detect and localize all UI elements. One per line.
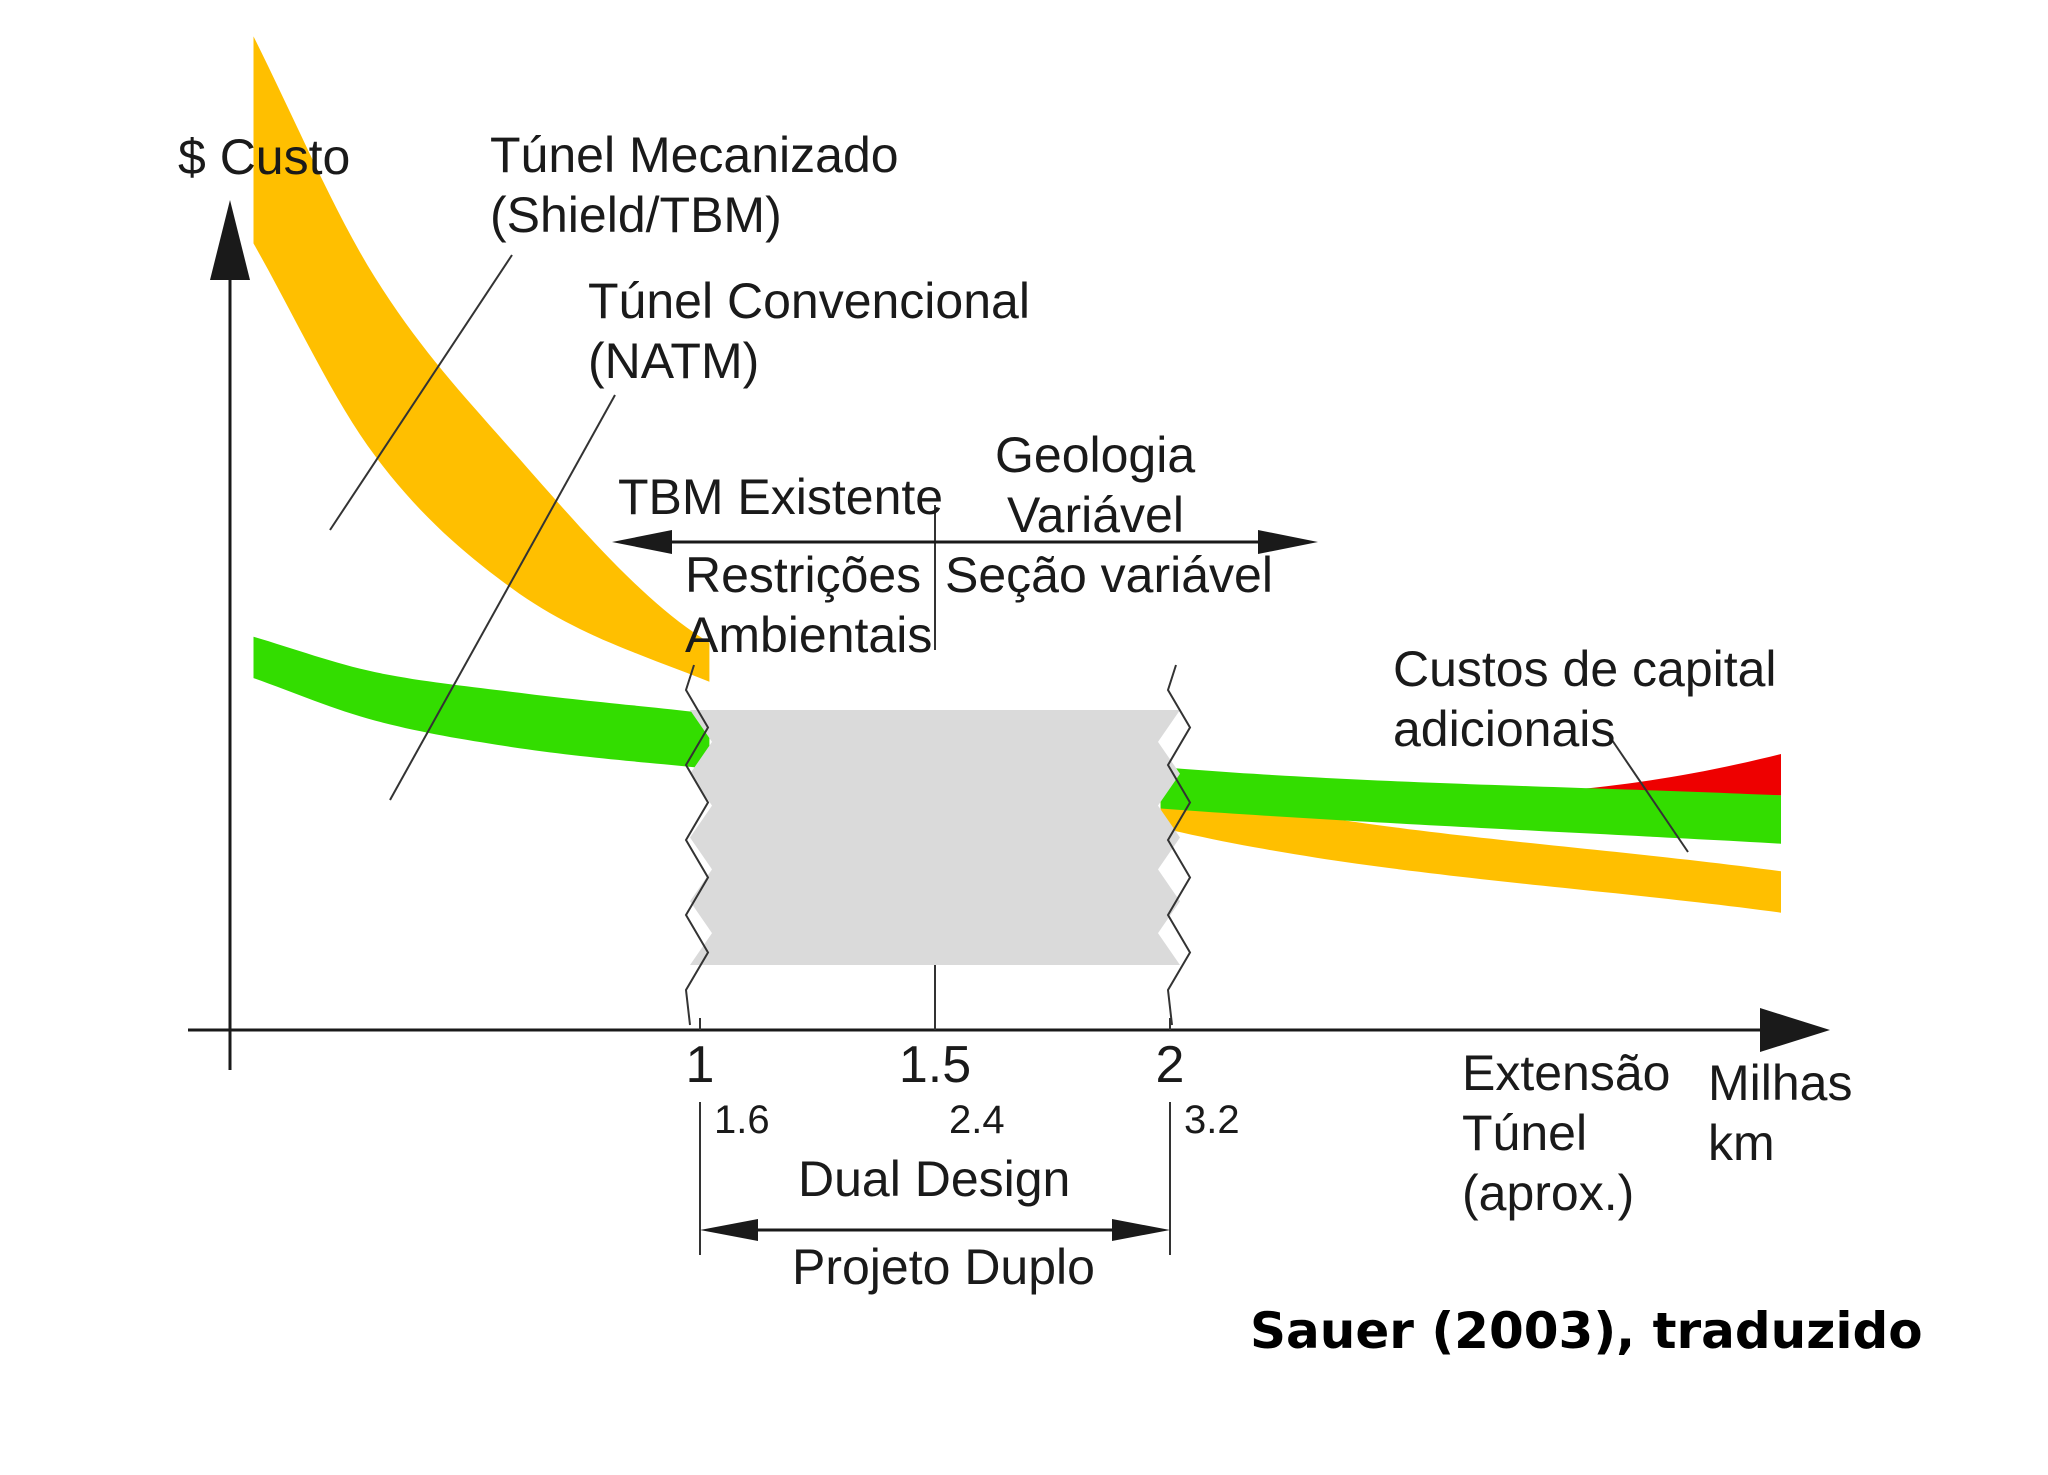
- break-line-left: [684, 664, 710, 1026]
- extra-capital-label-2: adicionais: [1393, 701, 1615, 757]
- zone-left-label-1: TBM Existente: [618, 469, 943, 525]
- x-tick-label-miles: 1: [686, 1036, 715, 1094]
- series-tbm-label-1: Túnel Mecanizado: [490, 127, 899, 183]
- band-natm-left: [253, 636, 710, 769]
- zone-right-label-3: Seção variável: [945, 547, 1273, 603]
- y-axis-arrow: [210, 200, 250, 280]
- band-tbm-left: [253, 36, 710, 682]
- zone-arrow-left-head: [612, 530, 672, 554]
- cost-bands: [253, 36, 1781, 913]
- series-natm-label-2: (NATM): [588, 333, 759, 389]
- x-axis-arrow: [1760, 1008, 1830, 1052]
- extra-capital-label-1: Custos de capital: [1393, 641, 1777, 697]
- zone-arrow-right-head: [1258, 530, 1318, 554]
- x-unit-miles: Milhas: [1708, 1055, 1852, 1111]
- dual-design-zone-layer: [612, 505, 1318, 1030]
- x-axis-label-2: Túnel: [1462, 1105, 1587, 1161]
- x-ticks: 1 1.5 2 1.6 2.4 3.2: [686, 1018, 1240, 1255]
- labels: $ Custo Túnel Mecanizado (Shield/TBM) Tú…: [178, 127, 1923, 1360]
- dual-design-arrow-right-head: [1112, 1219, 1170, 1241]
- dual-design-label: Dual Design: [798, 1151, 1070, 1207]
- band-extra-capital: [1452, 754, 1781, 796]
- axes: [188, 200, 1830, 1070]
- x-tick-label-km: 2.4: [949, 1098, 1005, 1142]
- y-axis-label: $ Custo: [178, 129, 350, 185]
- x-tick-label-km: 3.2: [1184, 1098, 1240, 1142]
- leader-lines: [329, 254, 1689, 853]
- dual-design-arrow-left-head: [700, 1219, 758, 1241]
- source-credit: Sauer (2003), traduzido: [1250, 1302, 1923, 1360]
- zone-left-label-2: Restrições: [685, 547, 921, 603]
- leader-extra-capital: [1611, 739, 1689, 853]
- series-tbm-label-2: (Shield/TBM): [490, 187, 782, 243]
- zone-right-label-2: Variável: [1007, 487, 1184, 543]
- x-tick-label-miles: 1.5: [899, 1036, 971, 1094]
- zone-left-label-3: Ambientais: [685, 607, 932, 663]
- x-axis-label-1: Extensão: [1462, 1045, 1670, 1101]
- x-tick-label-km: 1.6: [714, 1098, 770, 1142]
- break-line-right: [1166, 664, 1192, 1026]
- leader-tbm: [329, 254, 513, 531]
- x-tick-label-miles: 2: [1156, 1036, 1185, 1094]
- x-unit-km: km: [1708, 1115, 1775, 1171]
- x-axis-label-3: (aprox.): [1462, 1165, 1634, 1221]
- zone-right-label-1: Geologia: [995, 427, 1195, 483]
- dual-design-zone: [690, 710, 1180, 965]
- projeto-duplo-label: Projeto Duplo: [792, 1239, 1095, 1295]
- leader-natm: [389, 394, 616, 801]
- series-natm-label-1: Túnel Convencional: [588, 273, 1030, 329]
- band-natm-right: [1160, 767, 1781, 844]
